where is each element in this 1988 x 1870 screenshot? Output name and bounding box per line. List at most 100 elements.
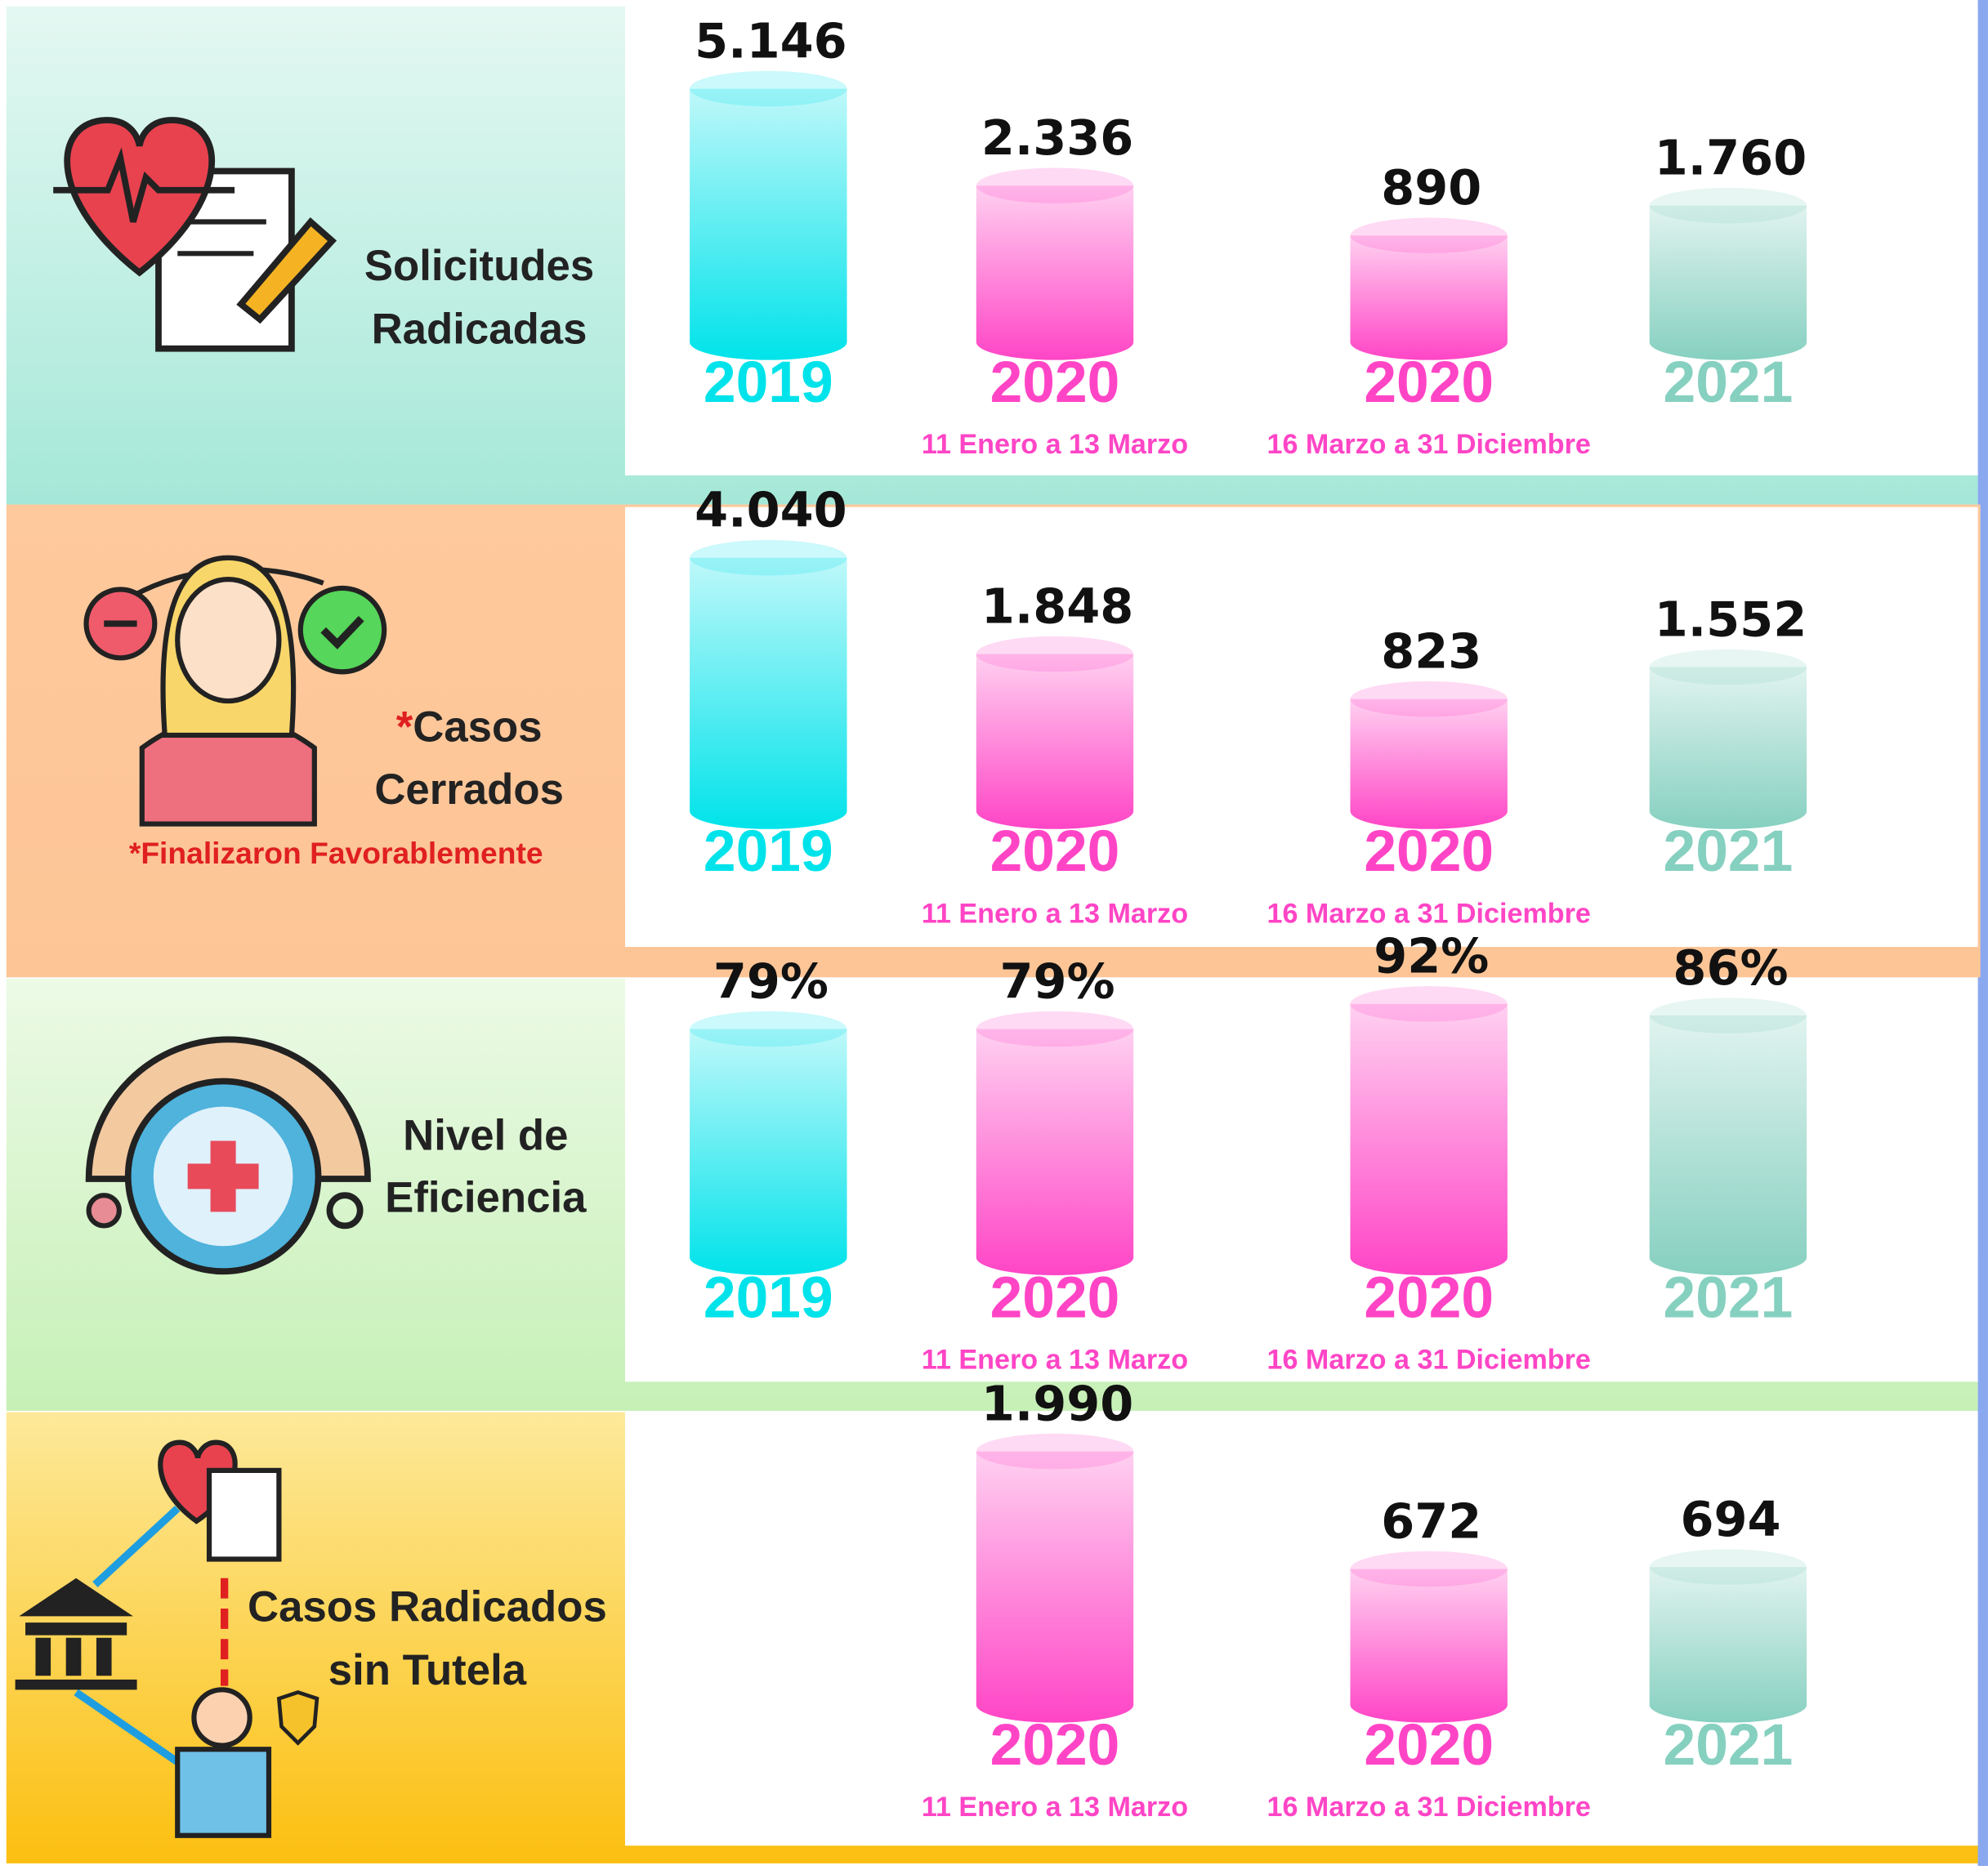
cylinder-top [690, 539, 847, 576]
value-label: 5.146 [695, 12, 847, 69]
value-label: 92% [1374, 928, 1489, 984]
cylinder-top [690, 70, 847, 107]
cylinder-top [1649, 649, 1807, 685]
category-label: 2021 [1664, 1265, 1794, 1330]
value-label: 2.336 [981, 109, 1133, 166]
row-title: Casos Radicados [248, 1583, 607, 1631]
subcategory-label: 16 Marzo a 31 Diciembre [1267, 429, 1590, 460]
row-title: *Casos [396, 703, 543, 752]
cylinder-top [1350, 1551, 1508, 1587]
value-label: 79% [713, 953, 829, 1009]
subcategory-label: 16 Marzo a 31 Diciembre [1267, 898, 1590, 929]
category-label: 2020 [990, 819, 1120, 884]
cylinder [690, 70, 847, 360]
value-label: 890 [1381, 159, 1481, 216]
cylinder [1350, 986, 1508, 1275]
cylinder [1649, 649, 1807, 829]
value-label: 1.990 [981, 1375, 1133, 1431]
category-label: 2020 [990, 1265, 1120, 1330]
cylinder [690, 539, 847, 829]
row-title: Nivel de [403, 1111, 568, 1159]
cylinder [1649, 187, 1807, 360]
icon-heart-doc [53, 117, 337, 352]
icon-tutela [15, 1439, 319, 1838]
icon-woman [83, 555, 387, 827]
category-label: 2019 [704, 1265, 833, 1330]
subcategory-label: 16 Marzo a 31 Diciembre [1267, 1792, 1590, 1823]
title-line: Solicitudes [364, 242, 594, 290]
cylinder [690, 1011, 847, 1275]
title-line: Casos [413, 703, 542, 752]
subcategory-label: 11 Enero a 13 Marzo [922, 1792, 1188, 1823]
cylinder-top [976, 636, 1134, 672]
title-line: Radicadas [372, 305, 587, 353]
cylinder-top [1649, 1549, 1807, 1585]
row-title: Cerrados [374, 765, 564, 814]
category-label: 2020 [1364, 350, 1494, 415]
category-label: 2019 [704, 350, 833, 415]
cylinder [976, 1011, 1134, 1275]
cylinder-body [690, 1029, 847, 1275]
category-label: 2021 [1664, 350, 1794, 415]
cylinder-body [1649, 205, 1807, 360]
cylinder-top [1649, 187, 1807, 224]
cylinder-body [1649, 1567, 1807, 1723]
cylinder-body [976, 185, 1134, 360]
category-label: 2020 [1364, 819, 1494, 884]
title-line: Cerrados [374, 765, 564, 814]
cylinder-body [976, 1451, 1134, 1723]
cylinder [1350, 217, 1508, 360]
cylinder [976, 636, 1134, 829]
category-label: 2021 [1664, 819, 1794, 884]
value-label: 823 [1381, 623, 1481, 679]
row-title: Radicadas [372, 305, 587, 353]
category-label: 2020 [1364, 1712, 1494, 1778]
category-label: 2020 [1364, 1265, 1494, 1330]
value-label: 4.040 [695, 482, 847, 538]
cylinder [1649, 997, 1807, 1275]
cylinder-top [1350, 986, 1508, 1022]
title-line: Nivel de [403, 1111, 568, 1159]
cylinder-body [1350, 1003, 1508, 1275]
cylinder-top [1350, 681, 1508, 717]
value-label: 1.848 [981, 578, 1133, 634]
cylinder-top [690, 1011, 847, 1047]
title-line: Casos Radicados [248, 1583, 607, 1631]
icon-gauge [85, 1036, 371, 1275]
subcategory-label: 11 Enero a 13 Marzo [922, 898, 1188, 929]
cylinder [1350, 681, 1508, 829]
cylinder-body [1350, 698, 1508, 829]
value-label: 86% [1673, 939, 1788, 996]
cylinder-top [1350, 217, 1508, 253]
subcategory-label: 11 Enero a 13 Marzo [922, 429, 1188, 460]
category-label: 2019 [704, 819, 833, 884]
cylinder-top [1649, 997, 1807, 1033]
note: *Finalizaron Favorablemente [129, 836, 543, 870]
title-line: Eficiencia [385, 1173, 587, 1221]
value-label: 694 [1680, 1491, 1780, 1547]
title-mark: * [396, 703, 413, 752]
subcategory-label: 11 Enero a 13 Marzo [922, 1344, 1188, 1375]
cylinder-body [690, 557, 847, 829]
edge-stripe [1977, 0, 1988, 1866]
cylinder-body [690, 88, 847, 360]
cylinder [1649, 1549, 1807, 1723]
category-label: 2020 [990, 1712, 1120, 1778]
cylinder-top [976, 167, 1134, 203]
category-label: 2021 [1664, 1712, 1794, 1778]
cylinder-body [1350, 1569, 1508, 1723]
value-label: 1.552 [1655, 591, 1807, 647]
cylinder [976, 167, 1134, 360]
value-label: 1.760 [1655, 129, 1807, 185]
cylinder-body [976, 654, 1134, 829]
subcategory-label: 16 Marzo a 31 Diciembre [1267, 1344, 1590, 1375]
row-title: sin Tutela [328, 1646, 527, 1694]
cylinder [1350, 1551, 1508, 1723]
row-title: Solicitudes [364, 242, 594, 290]
category-label: 2020 [990, 350, 1120, 415]
cylinder-top [976, 1011, 1134, 1047]
cylinder-body [1649, 1015, 1807, 1275]
cylinder-top [976, 1433, 1134, 1470]
